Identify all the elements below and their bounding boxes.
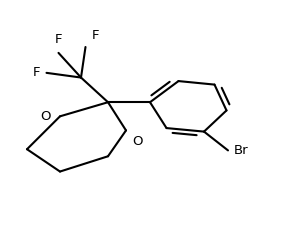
Text: O: O [40, 110, 51, 123]
Text: Br: Br [234, 144, 249, 157]
Text: F: F [92, 29, 99, 42]
Text: O: O [132, 135, 142, 148]
Text: F: F [55, 33, 62, 46]
Text: F: F [33, 66, 40, 79]
